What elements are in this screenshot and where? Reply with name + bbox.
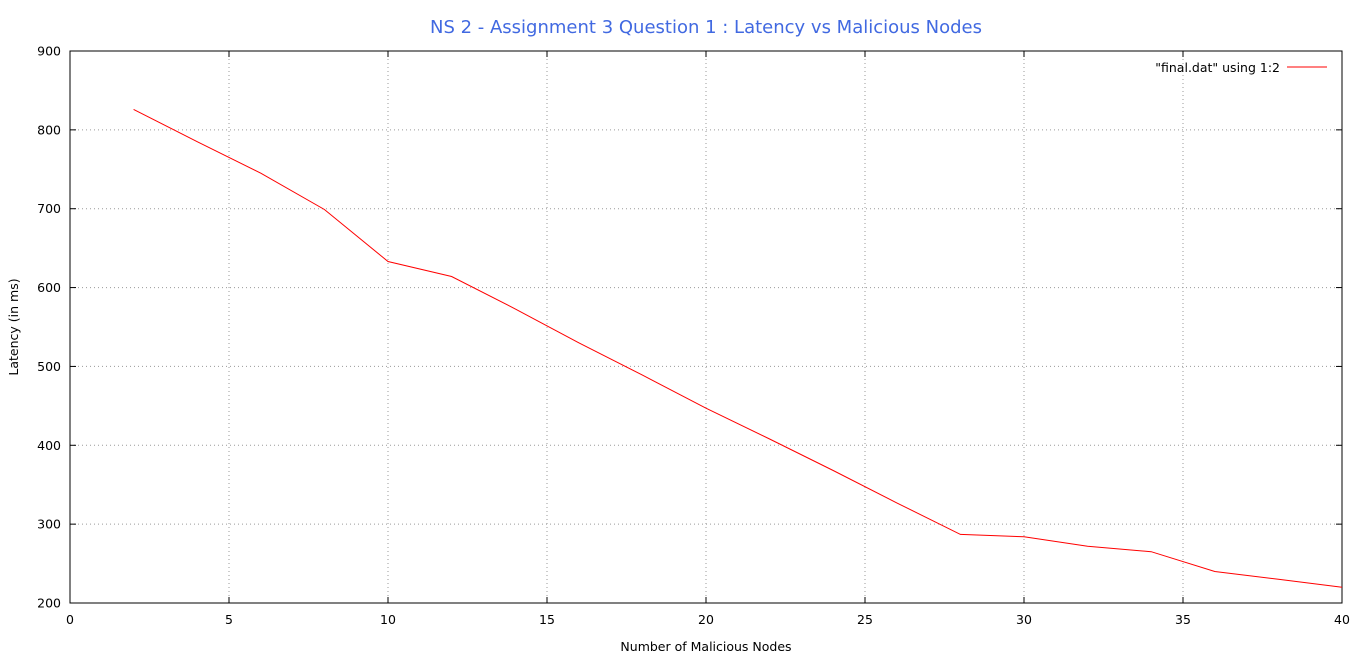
y-axis-label: Latency (in ms) bbox=[6, 278, 21, 375]
y-tick-label: 600 bbox=[37, 280, 61, 295]
x-tick-label: 25 bbox=[857, 612, 873, 627]
x-tick-label: 30 bbox=[1016, 612, 1032, 627]
series-group bbox=[133, 108, 1343, 588]
x-tick-label: 35 bbox=[1175, 612, 1191, 627]
legend: "final.dat" using 1:2 bbox=[1155, 60, 1327, 75]
y-tick-label: 800 bbox=[37, 122, 61, 137]
chart-title: NS 2 - Assignment 3 Question 1 : Latency… bbox=[430, 17, 982, 38]
x-tick-label: 40 bbox=[1334, 612, 1350, 627]
x-tick-labels: 0 5 10 15 20 25 30 35 40 bbox=[66, 612, 1350, 627]
plot-frame bbox=[69, 50, 1343, 604]
y-tick-label: 300 bbox=[37, 517, 61, 532]
y-tick-label: 400 bbox=[37, 438, 61, 453]
x-tick-label: 0 bbox=[66, 612, 74, 627]
x-axis-label: Number of Malicious Nodes bbox=[620, 639, 791, 654]
y-tick-label: 200 bbox=[37, 596, 61, 611]
grid-lines bbox=[70, 51, 1342, 603]
y-tick-label: 500 bbox=[37, 359, 61, 374]
x-tick-label: 10 bbox=[380, 612, 396, 627]
x-tick-label: 5 bbox=[225, 612, 233, 627]
series-line bbox=[133, 108, 1343, 588]
legend-entry-label: "final.dat" using 1:2 bbox=[1155, 60, 1280, 75]
y-tick-label: 900 bbox=[37, 44, 61, 59]
y-tick-labels: 200 300 400 500 600 700 800 900 bbox=[37, 44, 61, 611]
x-tick-label: 15 bbox=[539, 612, 555, 627]
y-tick-label: 700 bbox=[37, 201, 61, 216]
x-tick-label: 20 bbox=[698, 612, 714, 627]
